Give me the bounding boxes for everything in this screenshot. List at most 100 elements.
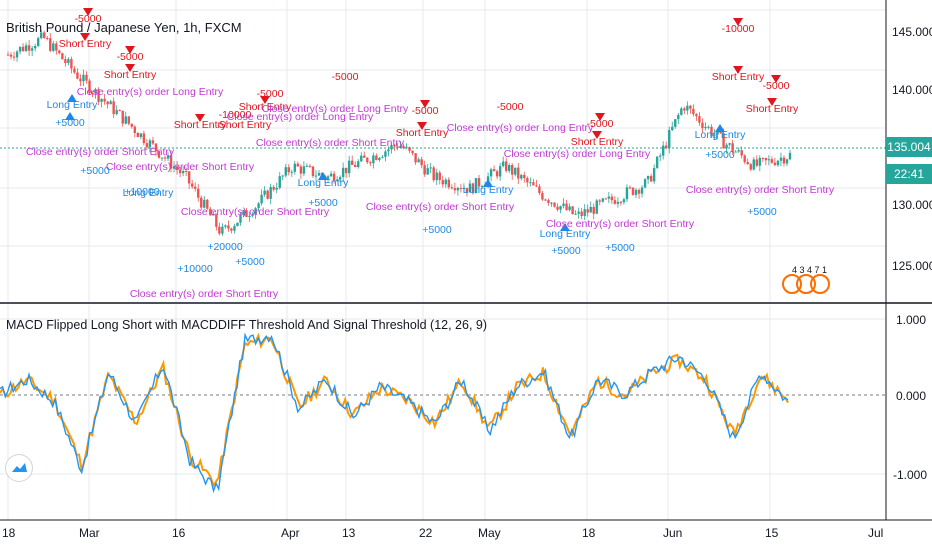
candle-body xyxy=(58,50,61,54)
candle-body xyxy=(459,188,463,190)
candle-body xyxy=(737,150,740,152)
candle-body xyxy=(532,182,535,186)
candle-body xyxy=(441,180,444,185)
candle-body xyxy=(405,147,408,149)
candle-body xyxy=(640,187,644,194)
candle-body xyxy=(305,165,309,167)
candle-body xyxy=(85,74,88,81)
candle-body xyxy=(335,179,339,182)
candle-body xyxy=(187,171,191,184)
candle-body xyxy=(492,169,496,172)
time-axis[interactable]: 18 Mar 16 Apr 13 22 May 18 Jun 15 Jul xyxy=(2,526,883,540)
candle-body xyxy=(76,72,79,79)
candle-body xyxy=(218,226,221,234)
signal-arrow-up xyxy=(715,124,725,132)
candle-body xyxy=(728,143,731,145)
candle-body xyxy=(643,179,647,188)
candle-body xyxy=(553,202,556,207)
signals: -5000 Short Entry Long Entry +5000 -5000 Shor… xyxy=(26,8,835,300)
candle-body xyxy=(212,214,215,216)
tradingview-logo-icon xyxy=(12,463,27,472)
signal-line xyxy=(0,332,789,488)
candle-body xyxy=(94,89,97,94)
candle-body xyxy=(511,164,514,175)
candle-body xyxy=(106,101,109,105)
signal-label: +5000 xyxy=(235,256,265,268)
candle-body xyxy=(695,114,698,117)
candle-body xyxy=(287,167,290,173)
candle-body xyxy=(668,130,671,148)
time-tick: 22 xyxy=(419,526,433,540)
candle-body xyxy=(722,133,725,149)
candle-body xyxy=(49,38,52,51)
candle-body xyxy=(157,151,161,158)
candle-body xyxy=(468,183,472,193)
signal-label: Short Entry xyxy=(174,119,227,131)
time-tick: Jul xyxy=(868,526,883,540)
candle-body xyxy=(589,207,592,213)
candle-body xyxy=(423,165,426,175)
candle-body xyxy=(91,93,94,95)
candle-body xyxy=(360,155,363,162)
candle-body xyxy=(296,163,300,167)
candle-body xyxy=(272,186,275,190)
candle-body xyxy=(118,110,121,112)
candle-body xyxy=(266,190,269,199)
candle-body xyxy=(163,157,167,159)
candle-body xyxy=(429,167,432,169)
candle-body xyxy=(495,171,499,177)
macd-line xyxy=(0,332,789,494)
candle-body xyxy=(257,203,260,209)
candle-body xyxy=(278,176,281,188)
indicator-axis[interactable]: 1.000 0.000 -1.000 xyxy=(893,313,927,482)
time-tick: Mar xyxy=(79,526,100,540)
signal-arrow-down xyxy=(260,96,270,104)
candle-body xyxy=(601,198,605,202)
indicator-title: MACD Flipped Long Short with MACDDIFF Th… xyxy=(6,318,488,332)
signal-label: Short Entry xyxy=(59,38,112,50)
candle-body xyxy=(269,186,272,199)
signal-arrow-down xyxy=(417,122,427,130)
candle-body xyxy=(773,162,777,166)
candle-body xyxy=(622,199,626,203)
candle-body xyxy=(314,175,318,177)
candle-body xyxy=(628,187,632,189)
candle-body xyxy=(652,167,656,182)
signal-label: -5000 xyxy=(587,118,614,130)
candle-body xyxy=(734,151,737,153)
signal-label: Close entry(s) order Long Entry xyxy=(504,148,651,160)
candle-body xyxy=(160,157,164,159)
candle-body xyxy=(18,46,22,52)
price-pane[interactable]: -5000 Short Entry Long Entry +5000 -5000 Shor… xyxy=(0,8,886,300)
signal-label: Close entry(s) order Short Entry xyxy=(686,184,835,196)
time-tick: Apr xyxy=(281,526,300,540)
signal-arrow-down xyxy=(125,46,135,54)
time-tick: 16 xyxy=(172,526,186,540)
candle-body xyxy=(770,159,774,163)
signal-arrow-up xyxy=(318,172,328,180)
candle-body xyxy=(369,162,372,164)
candle-body xyxy=(782,157,786,164)
tradingview-logo[interactable] xyxy=(6,455,32,481)
price-tick: 140.000 xyxy=(892,83,932,97)
time-tick: 15 xyxy=(765,526,779,540)
candle-body xyxy=(112,101,115,115)
signal-label: Long Entry xyxy=(298,177,350,189)
candle-body xyxy=(444,179,447,185)
signal-label: -5000 xyxy=(75,13,102,25)
price-axis[interactable]: 145.000 140.000 130.000 125.000 xyxy=(892,25,932,273)
candle-body xyxy=(776,160,780,166)
candle-body xyxy=(402,145,405,149)
candle-body xyxy=(710,126,713,136)
candle-body xyxy=(79,78,82,82)
candle-body xyxy=(121,110,124,124)
candle-body xyxy=(698,116,701,123)
candle-body xyxy=(378,157,381,161)
candle-body xyxy=(178,169,182,174)
signal-label: +10000 xyxy=(177,263,212,275)
candle-body xyxy=(707,126,710,128)
candle-body xyxy=(655,156,659,168)
signal-arrow-down xyxy=(420,100,430,108)
indicator-pane[interactable] xyxy=(0,332,886,494)
